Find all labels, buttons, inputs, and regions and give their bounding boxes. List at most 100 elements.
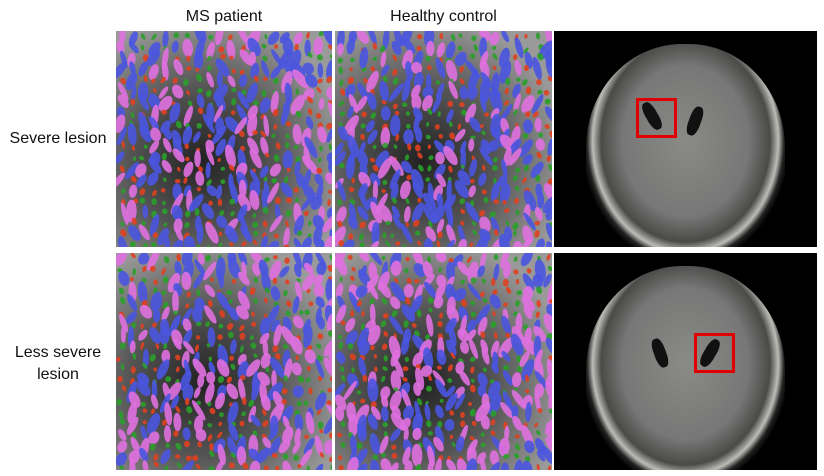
tensor-glyph	[381, 100, 387, 105]
tensor-glyph	[519, 351, 530, 368]
tensor-glyph	[140, 425, 148, 441]
tensor-glyph	[251, 379, 261, 402]
tensor-glyph	[247, 37, 261, 57]
tensor-glyph	[119, 465, 124, 470]
tensor-glyph	[369, 433, 381, 455]
tensor-glyph	[348, 291, 361, 313]
dti-glyph-image-ms-less-severe	[116, 253, 332, 470]
tensor-glyph	[402, 377, 408, 382]
tensor-glyph	[312, 215, 325, 230]
tensor-glyph	[336, 351, 346, 364]
tensor-glyph	[354, 404, 370, 424]
tensor-glyph	[160, 76, 166, 84]
tensor-glyph	[436, 82, 445, 100]
tensor-glyph	[382, 422, 388, 428]
tensor-glyph	[229, 241, 234, 247]
tensor-glyph	[162, 137, 172, 153]
tensor-glyph	[302, 155, 319, 175]
tensor-glyph	[294, 263, 302, 278]
tensor-glyph	[403, 283, 414, 298]
tensor-glyph	[224, 144, 236, 168]
tensor-glyph	[545, 58, 552, 81]
tensor-glyph	[283, 227, 290, 247]
tensor-glyph	[470, 53, 476, 59]
tensor-glyph	[545, 206, 552, 221]
tensor-glyph	[138, 93, 150, 111]
tensor-glyph	[204, 305, 217, 324]
tensor-glyph	[260, 394, 271, 411]
tensor-glyph	[314, 435, 323, 457]
tensor-glyph	[351, 177, 355, 184]
tensor-glyph	[116, 399, 122, 406]
tensor-glyph	[196, 321, 202, 327]
tensor-glyph	[120, 221, 124, 227]
tensor-glyph	[489, 211, 496, 219]
tensor-glyph	[490, 410, 497, 417]
tensor-glyph	[149, 354, 156, 362]
tensor-glyph	[274, 197, 281, 205]
tensor-glyph	[246, 82, 258, 103]
tensor-glyph	[543, 313, 552, 334]
tensor-glyph	[504, 425, 510, 442]
tensor-glyph	[188, 420, 192, 425]
tensor-glyph	[250, 342, 257, 349]
tensor-glyph	[356, 95, 368, 112]
tensor-glyph	[359, 47, 369, 70]
tensor-glyph	[449, 132, 455, 140]
tensor-glyph	[405, 256, 410, 262]
tensor-glyph	[217, 157, 221, 162]
tensor-glyph	[532, 111, 539, 118]
tensor-glyph	[478, 31, 491, 41]
tensor-glyph	[391, 444, 397, 450]
tensor-glyph	[299, 449, 313, 468]
tensor-glyph	[262, 55, 268, 62]
tensor-glyph	[186, 66, 192, 71]
tensor-glyph	[292, 296, 300, 314]
tensor-glyph	[235, 305, 249, 320]
tensor-glyph	[382, 180, 388, 185]
tensor-glyph	[292, 315, 304, 329]
tensor-glyph	[357, 424, 367, 442]
tensor-glyph	[392, 54, 398, 61]
tensor-glyph	[503, 453, 510, 460]
tensor-glyph	[182, 126, 193, 145]
tensor-glyph	[260, 352, 271, 369]
tensor-glyph	[513, 230, 517, 237]
tensor-glyph	[299, 310, 304, 315]
tensor-glyph	[139, 197, 146, 204]
tensor-glyph	[228, 423, 239, 441]
tensor-glyph	[503, 302, 508, 307]
tensor-glyph	[382, 31, 390, 50]
tensor-glyph	[535, 174, 541, 182]
tensor-glyph	[403, 427, 409, 442]
tensor-glyph	[307, 52, 313, 58]
tensor-glyph	[283, 290, 288, 297]
tensor-glyph	[284, 142, 290, 149]
tensor-glyph	[127, 122, 137, 146]
tensor-glyph	[470, 378, 475, 383]
tensor-glyph	[195, 171, 205, 186]
tensor-glyph	[216, 215, 228, 228]
tensor-glyph	[138, 253, 150, 265]
tensor-glyph	[293, 454, 300, 461]
tensor-glyph	[389, 315, 404, 335]
tensor-glyph	[281, 399, 287, 405]
tensor-glyph	[175, 354, 181, 361]
tensor-glyph	[401, 160, 413, 174]
tensor-glyph	[335, 394, 347, 411]
tensor-glyph	[363, 78, 368, 84]
tensor-glyph	[370, 112, 377, 119]
tensor-glyph	[129, 277, 134, 282]
tensor-glyph	[284, 358, 293, 380]
tensor-glyph	[193, 51, 204, 70]
tensor-glyph	[524, 34, 528, 39]
tensor-glyph	[184, 222, 190, 228]
tensor-glyph	[161, 290, 166, 296]
tensor-glyph	[513, 108, 518, 116]
tensor-glyph	[435, 405, 444, 419]
tensor-glyph	[383, 355, 388, 362]
tensor-glyph	[138, 329, 148, 341]
tensor-glyph	[411, 202, 425, 223]
tensor-glyph	[546, 155, 552, 162]
tensor-glyph	[149, 265, 156, 272]
